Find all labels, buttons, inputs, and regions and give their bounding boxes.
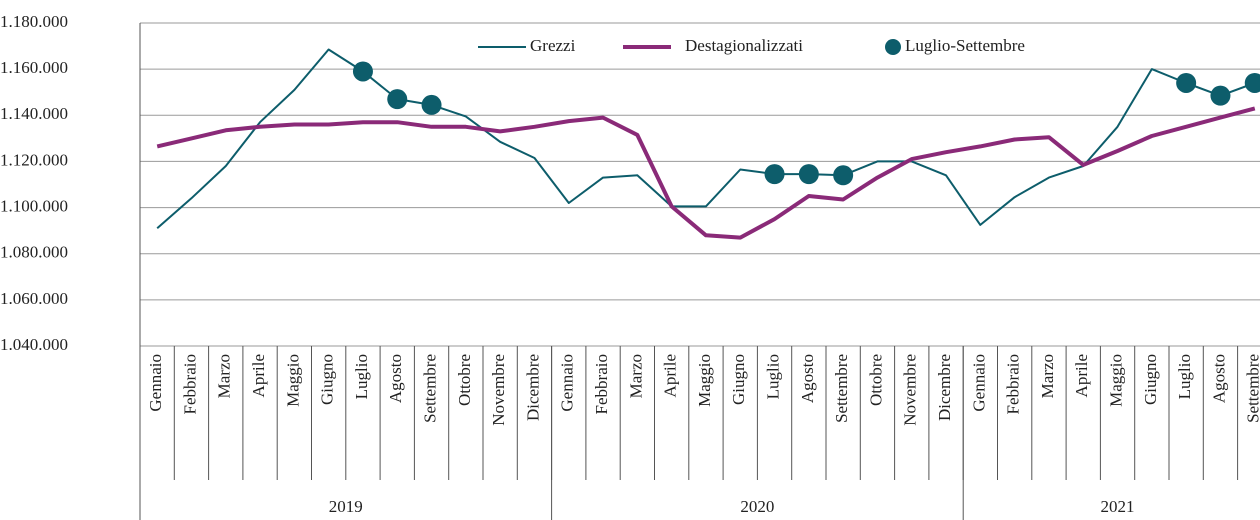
- year-label: 2020: [740, 497, 774, 516]
- x-tick-label: Febbraio: [1004, 354, 1023, 414]
- series-line: [156, 106, 1256, 240]
- legend-label: Grezzi: [530, 36, 576, 55]
- x-tick-label: Dicembre: [935, 354, 954, 421]
- series-line: [156, 48, 1256, 230]
- x-tick-label: Luglio: [763, 354, 782, 399]
- x-tick-label: Gennaio: [558, 354, 577, 412]
- year-label: 2019: [329, 497, 363, 516]
- x-tick-label: Giugno: [729, 354, 748, 405]
- y-tick-label: 1.140.000: [0, 104, 68, 123]
- x-tick-label: Febbraio: [592, 354, 611, 414]
- x-tick-label: Aprile: [661, 354, 680, 397]
- x-tick-label: Gennaio: [969, 354, 988, 412]
- series-dot: [833, 165, 854, 186]
- x-tick-label: Giugno: [318, 354, 337, 405]
- x-tick-label: Luglio: [1175, 354, 1194, 399]
- y-tick-label: 1.080.000: [0, 243, 68, 262]
- x-tick-label: Dicembre: [523, 354, 542, 421]
- x-tick-label: Gennaio: [146, 354, 165, 412]
- x-tick-label: Ottobre: [455, 354, 474, 406]
- series-dot: [421, 94, 442, 115]
- x-tick-label: Settembre: [832, 354, 851, 423]
- series-dot: [764, 164, 785, 185]
- y-tick-label: 1.160.000: [0, 58, 68, 77]
- x-tick-label: Maggio: [695, 354, 714, 407]
- series-dot: [1210, 85, 1231, 106]
- series-dot: [1244, 72, 1260, 93]
- x-tick-label: Marzo: [626, 354, 645, 398]
- x-tick-label: Agosto: [386, 354, 405, 403]
- year-label: 2021: [1101, 497, 1135, 516]
- x-tick-label: Luglio: [352, 354, 371, 399]
- x-tick-label: Settembre: [420, 354, 439, 423]
- x-tick-label: Febbraio: [180, 354, 199, 414]
- legend-marker: [885, 39, 901, 55]
- legend-label: Destagionalizzati: [685, 36, 803, 55]
- x-tick-label: Agosto: [798, 354, 817, 403]
- x-tick-label: Novembre: [901, 354, 920, 426]
- y-tick-label: 1.040.000: [0, 335, 68, 354]
- x-tick-label: Aprile: [249, 354, 268, 397]
- series-dot: [387, 89, 408, 110]
- legend-label: Luglio-Settembre: [905, 36, 1025, 55]
- x-tick-label: Novembre: [489, 354, 508, 426]
- y-tick-label: 1.100.000: [0, 196, 68, 215]
- x-tick-label: Agosto: [1209, 354, 1228, 403]
- x-tick-label: Marzo: [215, 354, 234, 398]
- y-tick-label: 1.180.000: [0, 12, 68, 31]
- y-tick-label: 1.120.000: [0, 150, 68, 169]
- x-tick-label: Giugno: [1141, 354, 1160, 405]
- series-dot: [798, 164, 819, 185]
- x-tick-label: Maggio: [283, 354, 302, 407]
- x-tick-label: Marzo: [1038, 354, 1057, 398]
- x-tick-label: Maggio: [1106, 354, 1125, 407]
- x-tick-label: Settembre: [1244, 354, 1260, 423]
- series-dot: [1176, 72, 1197, 93]
- series-dot: [352, 61, 373, 82]
- x-tick-label: Aprile: [1072, 354, 1091, 397]
- y-tick-label: 1.060.000: [0, 289, 68, 308]
- x-tick-label: Ottobre: [866, 354, 885, 406]
